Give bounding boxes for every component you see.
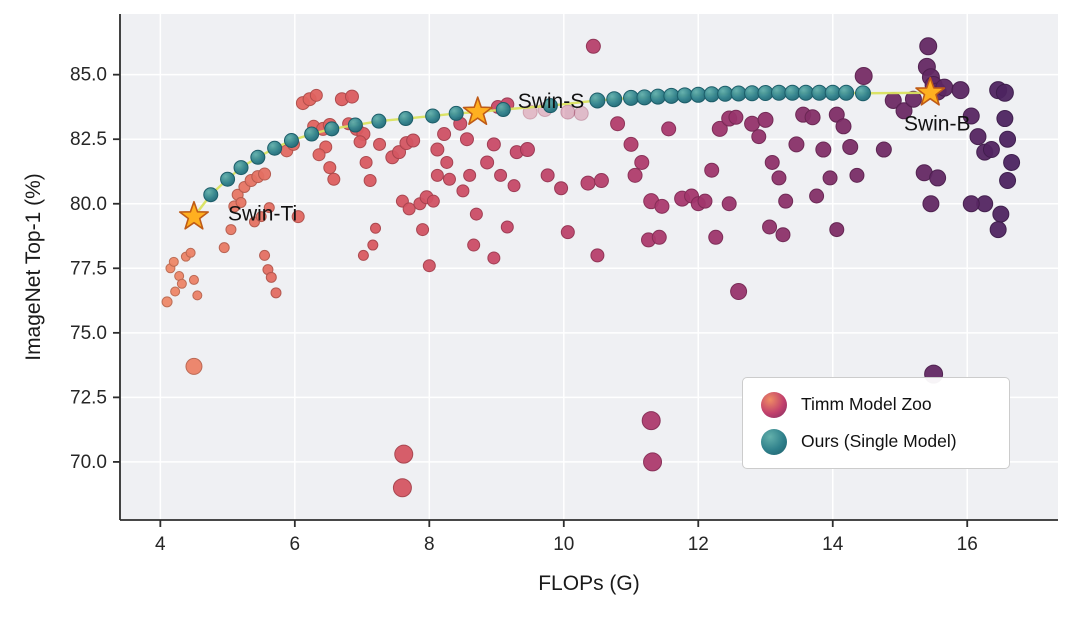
axis-layer: 4 6 8 10 12 14 16 70.0 72.5 75.0 77.5 80.0 82.5 85.0	[70, 14, 1058, 555]
ours-points-layer	[203, 84, 872, 203]
svg-text:Swin-S: Swin-S	[518, 90, 585, 113]
svg-text:12: 12	[688, 534, 709, 555]
svg-text:75.0: 75.0	[70, 323, 107, 344]
svg-text:85.0: 85.0	[70, 65, 107, 86]
x-axis-label: FLOPs (G)	[538, 572, 640, 595]
svg-text:82.5: 82.5	[70, 129, 107, 150]
svg-text:10: 10	[553, 534, 574, 555]
svg-text:80.0: 80.0	[70, 194, 107, 215]
svg-text:6: 6	[290, 534, 301, 555]
legend-label-timm: Timm Model Zoo	[801, 394, 932, 414]
svg-text:8: 8	[424, 534, 435, 555]
svg-text:4: 4	[155, 534, 166, 555]
y-axis-label: ImageNet Top-1 (%)	[22, 173, 45, 361]
annotation-layer: Swin-Ti Swin-S Swin-B	[228, 90, 971, 226]
legend: Timm Model Zoo Ours (Single Model)	[742, 377, 1010, 469]
legend-label-ours: Ours (Single Model)	[801, 431, 957, 451]
svg-text:77.5: 77.5	[70, 258, 107, 279]
svg-text:Swin-B: Swin-B	[904, 113, 971, 136]
legend-item-ours: Ours (Single Model)	[761, 428, 991, 455]
svg-text:70.0: 70.0	[70, 452, 107, 473]
ours-legend-marker-icon	[761, 428, 787, 455]
svg-text:16: 16	[957, 534, 978, 555]
svg-text:Swin-Ti: Swin-Ti	[228, 203, 297, 226]
legend-item-timm: Timm Model Zoo	[761, 391, 991, 418]
svg-text:14: 14	[822, 534, 844, 555]
timm-legend-marker-icon	[761, 391, 787, 418]
svg-text:72.5: 72.5	[70, 387, 107, 408]
swin-star-markers	[178, 76, 946, 230]
